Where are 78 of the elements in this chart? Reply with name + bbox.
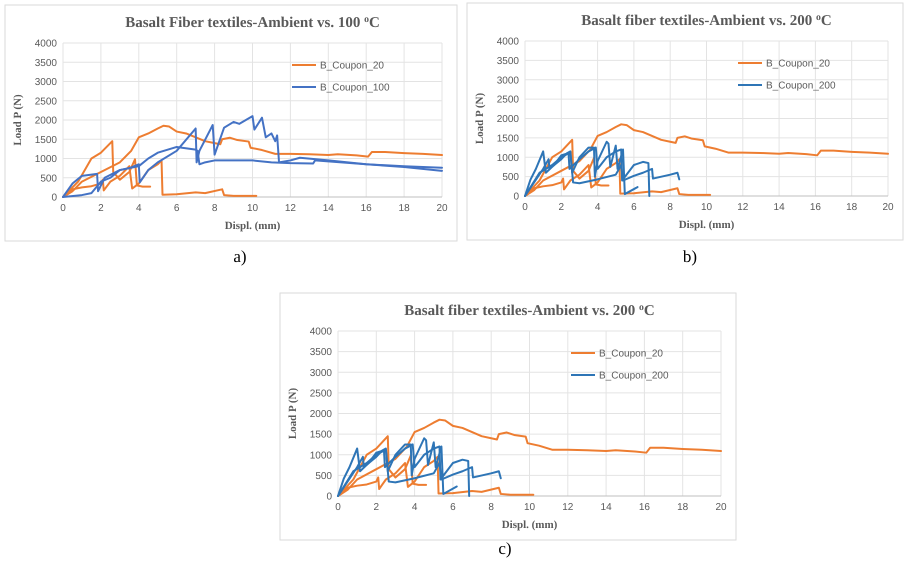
- x-tick-label: 16: [810, 202, 822, 213]
- x-tick-label: 4: [412, 502, 418, 513]
- y-tick-label: 2000: [310, 409, 332, 420]
- x-tick-label: 2: [374, 502, 380, 513]
- x-tick-label: 0: [60, 203, 66, 214]
- y-tick-label: 3500: [34, 58, 58, 69]
- x-tick-label: 2: [98, 203, 104, 214]
- y-tick-label: 4000: [34, 38, 58, 50]
- legend-label: B_Coupon_20: [766, 58, 830, 70]
- y-axis-title: Load P (N): [287, 388, 299, 440]
- y-tick-label: 0: [326, 492, 332, 502]
- y-tick-label: 3500: [310, 347, 332, 358]
- x-tick-label: 14: [774, 202, 786, 213]
- legend-label: B_Coupon_20: [320, 60, 384, 72]
- x-tick-label: 8: [212, 203, 218, 214]
- x-tick-label: 20: [436, 203, 448, 214]
- x-tick-label: 8: [667, 202, 674, 213]
- y-tick-label: 1000: [310, 450, 332, 462]
- x-tick-label: 18: [677, 502, 689, 513]
- y-axis-title: Load P (N): [474, 92, 486, 144]
- x-tick-label: 18: [846, 202, 858, 213]
- x-tick-label: 16: [638, 502, 650, 513]
- y-tick-label: 3500: [496, 56, 520, 67]
- x-tick-label: 10: [524, 502, 536, 513]
- x-tick-label: 0: [522, 202, 528, 213]
- legend-label: B_Coupon_200: [599, 370, 669, 382]
- y-tick-label: 3000: [34, 77, 58, 88]
- x-tick-label: 16: [360, 203, 372, 214]
- y-tick-label: 0: [513, 192, 520, 202]
- y-tick-label: 1500: [310, 430, 332, 441]
- y-tick-label: 2500: [496, 94, 520, 106]
- x-axis-title: Displ. (mm): [224, 220, 281, 232]
- x-tick-label: 12: [737, 202, 749, 213]
- x-tick-label: 6: [631, 202, 638, 213]
- x-axis-title: Displ. (mm): [678, 219, 735, 231]
- chart-title: Basalt fiber textiles-Ambient vs. 200 $^{o}$C: [581, 12, 832, 29]
- legend-label: B_Coupon_100: [320, 82, 390, 94]
- x-tick-label: 12: [284, 203, 296, 214]
- x-tick-label: 20: [715, 502, 727, 513]
- x-axis-title: Displ. (mm): [502, 519, 558, 531]
- y-tick-label: 500: [502, 172, 520, 184]
- y-tick-label: 2500: [34, 96, 58, 108]
- y-tick-label: 1000: [496, 152, 520, 164]
- y-tick-label: 2000: [34, 116, 58, 126]
- x-tick-label: 12: [562, 502, 574, 513]
- x-tick-label: 18: [398, 203, 410, 214]
- chart-title: Basalt fiber textiles-Ambient vs. 200 $^{o}$C: [404, 302, 655, 319]
- y-tick-label: 500: [40, 173, 58, 184]
- x-tick-label: 6: [450, 502, 456, 513]
- y-tick-label: 1500: [496, 133, 520, 144]
- y-axis-title: Load P (N): [12, 94, 24, 146]
- chart-title: Basalt Fiber textiles-Ambient vs. 100 $^{o}$C: [125, 14, 380, 31]
- x-tick-label: 4: [136, 203, 142, 214]
- x-tick-label: 14: [600, 502, 612, 513]
- y-tick-label: 1000: [34, 154, 58, 165]
- legend-label: B_Coupon_200: [766, 80, 836, 92]
- legend-label: B_Coupon_20: [599, 348, 664, 360]
- y-tick-label: 2500: [310, 388, 332, 400]
- text: a): [233, 247, 247, 266]
- y-tick-label: 3000: [496, 75, 520, 86]
- x-tick-label: 14: [322, 203, 334, 214]
- y-tick-label: 500: [315, 470, 332, 482]
- y-tick-label: 1500: [34, 134, 58, 146]
- x-tick-label: 2: [558, 202, 565, 213]
- x-tick-label: 4: [594, 202, 601, 213]
- text: c): [498, 539, 512, 558]
- x-tick-label: 6: [174, 203, 180, 214]
- y-tick-label: 0: [51, 192, 58, 204]
- text: b): [682, 247, 698, 266]
- x-tick-label: 20: [882, 202, 894, 213]
- x-tick-label: 10: [700, 202, 712, 213]
- y-tick-label: 4000: [496, 36, 520, 48]
- y-tick-label: 3000: [310, 368, 332, 379]
- x-tick-label: 0: [335, 502, 342, 513]
- x-tick-label: 8: [488, 502, 494, 513]
- y-tick-label: 2000: [496, 114, 520, 125]
- x-tick-label: 10: [246, 203, 258, 214]
- y-tick-label: 4000: [310, 326, 332, 338]
